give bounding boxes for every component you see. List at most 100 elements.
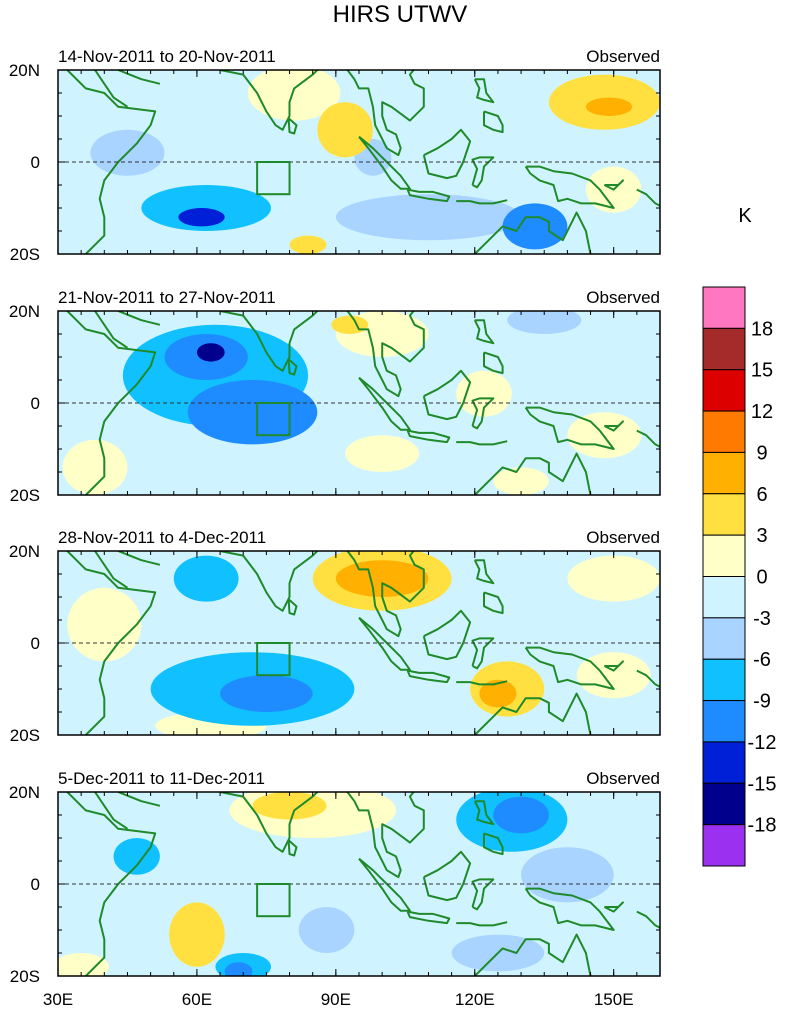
colorbar-swatch [702, 286, 746, 329]
coastline [66, 792, 157, 976]
coastline [358, 857, 411, 912]
y-tick-label: 0 [31, 394, 40, 413]
x-tick-label: 90E [321, 990, 351, 1009]
coastline [483, 591, 504, 615]
anomaly-contour [585, 97, 633, 117]
coastline [219, 551, 319, 612]
coastline [117, 792, 161, 807]
colorbar-tick-label: -6 [753, 649, 771, 671]
colorbar-swatch [702, 410, 746, 453]
anomaly-contour [141, 185, 272, 231]
anomaly-field [58, 792, 660, 976]
coastline [219, 70, 319, 131]
coastline [422, 369, 472, 421]
highlight-box [256, 161, 291, 196]
anomaly-contour [169, 902, 225, 967]
coastline [474, 452, 592, 495]
coastline [473, 319, 495, 345]
highlight-box [256, 883, 291, 918]
chart-title: HIRS UTWV [333, 1, 468, 28]
colorbar-swatch [702, 576, 746, 619]
anomaly-contour [567, 555, 660, 602]
y-tick-label: 20N [9, 61, 40, 80]
anomaly-field [58, 70, 660, 254]
coastline [94, 311, 129, 349]
coastline [483, 832, 504, 856]
coastline [346, 551, 425, 638]
panels-group: 20N 0 20S 14-Nov-2011 to 20-Nov-2011 Observe… [9, 47, 661, 986]
coastline [603, 179, 624, 191]
anomaly-contour [58, 953, 109, 976]
coastline [346, 70, 425, 157]
y-tick-label: 20N [9, 783, 40, 802]
colorbar-swatch [702, 700, 746, 743]
anomaly-contour [507, 311, 582, 334]
colorbar-tick-label: -9 [753, 691, 771, 713]
coastline [406, 429, 451, 444]
coastline [471, 637, 495, 670]
coastline [219, 792, 319, 853]
anomaly-contour [178, 208, 225, 227]
y-tick-label: 20S [10, 967, 40, 986]
coastline [473, 800, 495, 826]
coastline [474, 933, 592, 976]
coastline [346, 792, 425, 879]
highlight-box [256, 642, 291, 677]
x-axis-labels: 30E 60E 90E 120E 150E [43, 990, 634, 1009]
coastline [456, 921, 508, 927]
panel-period-label: 21-Nov-2011 to 27-Nov-2011 [58, 288, 276, 307]
coastline [66, 70, 157, 254]
coastline [471, 156, 495, 189]
coastline [636, 188, 660, 207]
colorbar-swatch [702, 534, 746, 578]
y-tick-label: 20N [9, 542, 40, 561]
colorbar-swatch [702, 327, 746, 371]
coastline [474, 211, 592, 254]
y-tick-label: 20S [10, 245, 40, 264]
coastline [473, 78, 495, 104]
anomaly-contour [493, 467, 549, 495]
coastline [483, 351, 504, 375]
y-tick-label: 0 [31, 153, 40, 172]
colorbar-swatch [702, 782, 746, 826]
panel-2: 20N 0 20S 21-Nov-2011 to 27-Nov-2011 Observe… [9, 288, 661, 505]
x-tick-label: 60E [182, 990, 212, 1009]
panel-type-label: Observed [586, 47, 660, 66]
coastline [346, 311, 425, 398]
panel-type-label: Observed [586, 769, 660, 788]
coastline [471, 397, 495, 430]
coastline [287, 839, 298, 857]
y-tick-label: 0 [31, 634, 40, 653]
anomaly-field [58, 551, 660, 735]
coastline [117, 311, 161, 326]
y-tick-label: 20S [10, 486, 40, 505]
anomaly-contour [196, 343, 225, 362]
panel-period-label: 28-Nov-2011 to 4-Dec-2011 [58, 528, 266, 547]
colorbar-tick-label: 9 [756, 442, 767, 464]
coastline [524, 646, 615, 690]
coastline [524, 887, 615, 931]
anomaly-contour [113, 838, 160, 875]
colorbar-tick-label: -3 [753, 608, 771, 630]
anomaly-contour [298, 907, 355, 953]
anomaly-contour [67, 587, 142, 662]
coastline [66, 551, 157, 735]
colorbar-tick-label: -18 [748, 815, 777, 837]
colorbar-swatch [702, 617, 746, 660]
anomaly-contour [493, 796, 549, 834]
coastline [66, 311, 157, 495]
colorbar-swatch [702, 658, 746, 702]
panel-3: 20N 0 20S 28-Nov-2011 to 4-Dec-2011 Observed [9, 528, 661, 745]
anomaly-contour [173, 555, 239, 602]
coastline [422, 128, 472, 180]
coastline [471, 878, 495, 911]
anomaly-contour [187, 380, 318, 445]
coastline [287, 598, 298, 616]
colorbar-swatch [702, 493, 746, 536]
coastline [524, 165, 615, 209]
colorbar-swatch [702, 741, 746, 784]
coastline [603, 901, 624, 913]
anomaly-contour [576, 652, 651, 699]
coastline [473, 559, 495, 585]
panel-period-label: 14-Nov-2011 to 20-Nov-2011 [58, 47, 276, 66]
